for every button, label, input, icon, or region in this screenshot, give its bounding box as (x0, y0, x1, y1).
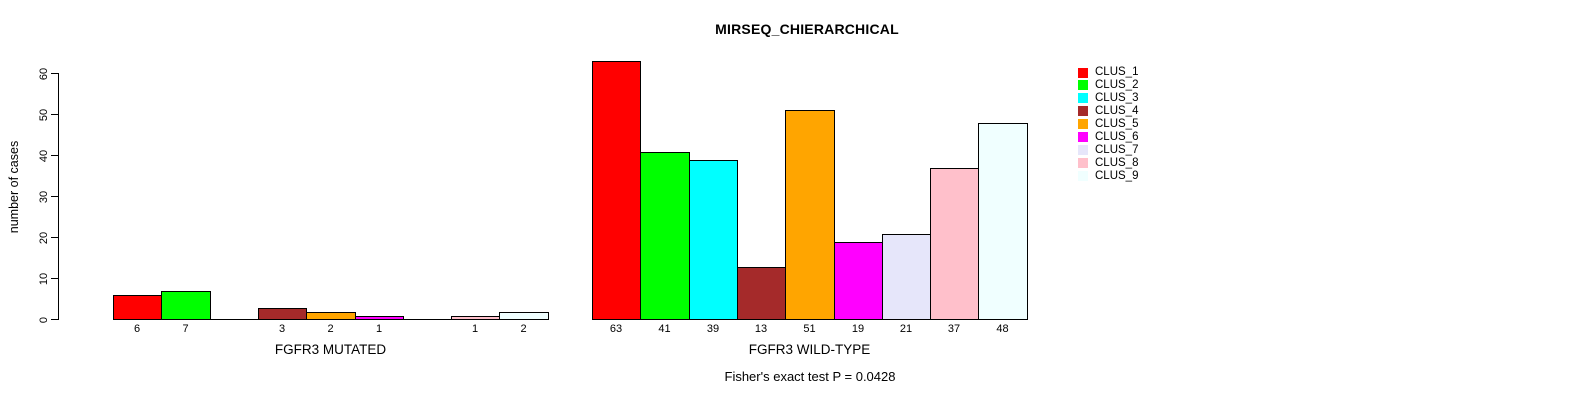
legend-color-swatch-CLUS_4 (1078, 106, 1088, 117)
x-axis-group-label-wildtype: FGFR3 WILD-TYPE (748, 342, 871, 357)
bar-CLUS_9 (978, 123, 1028, 320)
y-axis-tick-label: 60 (38, 67, 50, 80)
legend-color-swatch-CLUS_2 (1078, 80, 1088, 91)
y-axis-tick-label: 10 (38, 272, 50, 286)
legend-item: CLUS_2 (1078, 79, 1138, 92)
bar-value-label: 48 (996, 323, 1009, 335)
y-axis-tick (51, 277, 58, 279)
y-axis-tick-label: 0 (38, 316, 50, 324)
bar-CLUS_2 (640, 152, 690, 320)
bar-CLUS_9 (499, 312, 549, 320)
legend-item: CLUS_7 (1078, 144, 1138, 157)
bar-value-label: 2 (327, 323, 334, 335)
legend-item: CLUS_4 (1078, 105, 1138, 118)
bar-value-label: 21 (899, 323, 913, 335)
bar-value-label: 7 (182, 323, 189, 335)
legend-label: CLUS_9 (1095, 169, 1139, 182)
bar-value-label: 1 (375, 323, 383, 335)
bar-value-label: 3 (278, 323, 286, 335)
bar-CLUS_5 (306, 312, 356, 320)
bar-value-label: 39 (706, 323, 720, 335)
y-axis-tick (51, 113, 58, 115)
bar-CLUS_6 (355, 316, 404, 320)
legend-item: CLUS_6 (1078, 131, 1138, 144)
legend-color-swatch-CLUS_5 (1078, 119, 1088, 130)
bar-CLUS_4 (258, 308, 307, 320)
bar-CLUS_2 (161, 291, 211, 320)
legend-color-swatch-CLUS_8 (1078, 158, 1088, 169)
bar-value-label: 63 (609, 323, 623, 335)
y-axis-tick-label: 30 (38, 190, 50, 203)
bar-CLUS_1 (592, 61, 641, 320)
legend-item: CLUS_5 (1078, 118, 1138, 131)
legend-label: CLUS_8 (1095, 156, 1139, 169)
legend-color-swatch-CLUS_7 (1078, 145, 1088, 156)
legend-label: CLUS_7 (1095, 143, 1139, 156)
legend-item: CLUS_9 (1078, 170, 1138, 183)
legend-color-swatch-CLUS_1 (1078, 67, 1088, 78)
y-axis-tick-label: 20 (38, 231, 50, 244)
bar-CLUS_8 (451, 316, 500, 320)
chart-title: MIRSEQ_CHIERARCHICAL (715, 21, 899, 37)
legend-label: CLUS_4 (1095, 104, 1139, 117)
bar-value-label: 37 (947, 323, 961, 335)
bar-value-label: 19 (851, 323, 865, 335)
y-axis-line (58, 73, 59, 320)
legend-color-swatch-CLUS_9 (1078, 171, 1088, 182)
y-axis-tick (51, 195, 58, 197)
bar-CLUS_7 (882, 234, 931, 320)
bar-value-label: 6 (133, 323, 141, 335)
y-axis-tick (51, 154, 58, 156)
y-axis-label: number of cases (7, 140, 21, 234)
bar-CLUS_3 (689, 160, 738, 320)
bar-CLUS_1 (113, 295, 162, 320)
x-axis-group-label-mutated: FGFR3 MUTATED (274, 342, 387, 357)
y-axis-tick (51, 72, 58, 74)
y-axis-tick (51, 319, 58, 320)
y-axis-tick-label: 50 (38, 108, 50, 121)
legend-color-swatch-CLUS_3 (1078, 93, 1088, 104)
bar-value-label: 41 (658, 323, 671, 335)
bar-value-label: 51 (803, 323, 816, 335)
bar-value-label: 13 (754, 323, 768, 335)
legend-item: CLUS_1 (1078, 66, 1138, 79)
bar-CLUS_8 (930, 168, 979, 320)
legend-label: CLUS_5 (1095, 117, 1139, 130)
bar-value-label: 1 (471, 323, 479, 335)
legend-label: CLUS_6 (1095, 130, 1139, 143)
bar-value-label: 2 (520, 323, 527, 335)
legend-label: CLUS_1 (1095, 66, 1139, 78)
bar-CLUS_4 (737, 267, 786, 320)
bar-CLUS_6 (834, 242, 883, 320)
legend-item: CLUS_3 (1078, 92, 1138, 105)
legend-label: CLUS_2 (1095, 78, 1139, 91)
legend-item: CLUS_8 (1078, 157, 1138, 170)
fisher-test-annotation: Fisher's exact test P = 0.0428 (724, 369, 896, 384)
bar-CLUS_5 (785, 110, 835, 320)
legend-label: CLUS_3 (1095, 91, 1139, 104)
y-axis-tick (51, 236, 58, 238)
y-axis-tick-label: 40 (38, 149, 50, 162)
legend-color-swatch-CLUS_6 (1078, 132, 1088, 143)
